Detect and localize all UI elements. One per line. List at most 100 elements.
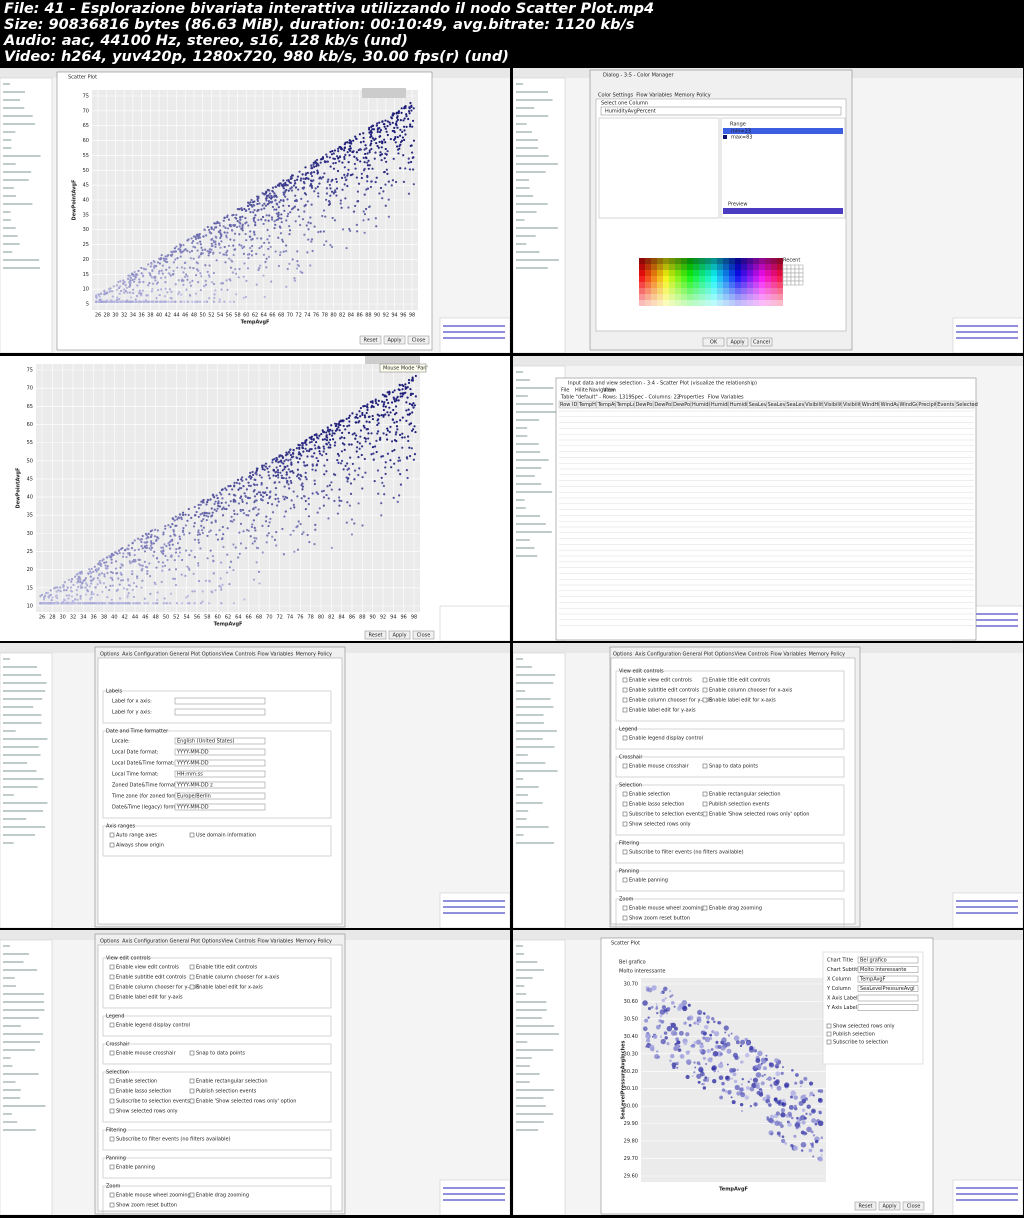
- checkbox[interactable]: [622, 849, 628, 855]
- checkbox[interactable]: [189, 964, 195, 970]
- checkbox[interactable]: [189, 1192, 195, 1198]
- input[interactable]: [174, 803, 266, 811]
- checkbox[interactable]: [189, 1050, 195, 1056]
- checkbox[interactable]: [109, 1136, 115, 1142]
- checkbox[interactable]: [622, 763, 628, 769]
- checkbox[interactable]: [109, 984, 115, 990]
- checkbox[interactable]: [622, 677, 628, 683]
- tab[interactable]: Table "default" - Rows: 1319: [560, 395, 632, 401]
- checkbox[interactable]: [109, 842, 115, 848]
- input[interactable]: [174, 737, 266, 745]
- checkbox[interactable]: [189, 1088, 195, 1094]
- checkbox[interactable]: [109, 1164, 115, 1170]
- input[interactable]: [857, 975, 919, 983]
- checkbox[interactable]: [622, 801, 628, 807]
- tab[interactable]: Properties: [679, 395, 705, 401]
- checkbox[interactable]: [702, 811, 708, 817]
- checkbox[interactable]: [826, 1031, 832, 1037]
- checkbox[interactable]: [109, 994, 115, 1000]
- tab[interactable]: General Plot Options: [683, 652, 735, 658]
- checkbox[interactable]: [109, 1050, 115, 1056]
- tab[interactable]: Flow Variables: [770, 652, 806, 658]
- tab[interactable]: Spec - Columns: 22: [631, 395, 680, 401]
- tab[interactable]: Memory Policy: [296, 939, 332, 945]
- checkbox[interactable]: [622, 905, 628, 911]
- button[interactable]: [407, 335, 430, 345]
- checkbox[interactable]: [109, 1078, 115, 1084]
- input[interactable]: [174, 781, 266, 789]
- checkbox[interactable]: [622, 821, 628, 827]
- tab[interactable]: Flow Variables: [257, 939, 293, 945]
- checkbox[interactable]: [702, 677, 708, 683]
- input[interactable]: [174, 708, 266, 716]
- input[interactable]: [857, 1004, 919, 1011]
- tab[interactable]: General Plot Options: [170, 939, 222, 945]
- tab[interactable]: Memory Policy: [296, 652, 332, 658]
- checkbox[interactable]: [622, 735, 628, 741]
- checkbox[interactable]: [109, 1098, 115, 1104]
- button[interactable]: [412, 630, 435, 640]
- tab[interactable]: View Controls: [222, 652, 257, 658]
- tab[interactable]: Options: [100, 652, 120, 658]
- tab[interactable]: Color Settings: [598, 93, 634, 99]
- checkbox[interactable]: [622, 877, 628, 883]
- checkbox[interactable]: [189, 984, 195, 990]
- checkbox[interactable]: [189, 1098, 195, 1104]
- checkbox[interactable]: [826, 1023, 832, 1029]
- checkbox[interactable]: [189, 974, 195, 980]
- button[interactable]: [902, 1201, 925, 1211]
- button[interactable]: [726, 337, 749, 347]
- checkbox[interactable]: [109, 974, 115, 980]
- input[interactable]: [857, 956, 919, 964]
- button[interactable]: [750, 337, 773, 347]
- checkbox[interactable]: [622, 791, 628, 797]
- tab[interactable]: Axis Configuration: [635, 652, 681, 658]
- checkbox[interactable]: [189, 832, 195, 838]
- checkbox[interactable]: [109, 1202, 115, 1208]
- checkbox[interactable]: [109, 1022, 115, 1028]
- tab[interactable]: View Controls: [222, 939, 257, 945]
- tab[interactable]: Axis Configuration: [122, 939, 168, 945]
- button[interactable]: [364, 630, 387, 640]
- tab[interactable]: Axis Configuration: [122, 652, 168, 658]
- checkbox[interactable]: [109, 964, 115, 970]
- checkbox[interactable]: [702, 763, 708, 769]
- checkbox[interactable]: [622, 915, 628, 921]
- checkbox[interactable]: [622, 687, 628, 693]
- tab[interactable]: Memory Policy: [674, 93, 710, 99]
- checkbox[interactable]: [189, 1078, 195, 1084]
- button[interactable]: [702, 337, 725, 347]
- checkbox[interactable]: [622, 707, 628, 713]
- checkbox[interactable]: [702, 905, 708, 911]
- tab[interactable]: Flow Variables: [636, 93, 672, 99]
- checkbox[interactable]: [109, 832, 115, 838]
- checkbox[interactable]: [702, 791, 708, 797]
- input[interactable]: [174, 697, 266, 705]
- tab[interactable]: Flow Variables: [708, 395, 744, 401]
- tab[interactable]: Options: [100, 939, 120, 945]
- input[interactable]: [857, 985, 919, 992]
- checkbox[interactable]: [109, 1088, 115, 1094]
- input[interactable]: [174, 792, 266, 800]
- checkbox[interactable]: [109, 1108, 115, 1114]
- input[interactable]: [174, 770, 266, 778]
- checkbox[interactable]: [622, 811, 628, 817]
- checkbox[interactable]: [622, 697, 628, 703]
- tab[interactable]: General Plot Options: [170, 652, 222, 658]
- button[interactable]: [854, 1201, 877, 1211]
- checkbox[interactable]: [702, 697, 708, 703]
- button[interactable]: [388, 630, 411, 640]
- tab[interactable]: Memory Policy: [809, 652, 845, 658]
- tab[interactable]: Options: [613, 652, 633, 658]
- button[interactable]: [359, 335, 382, 345]
- tab[interactable]: View Controls: [735, 652, 770, 658]
- input[interactable]: [174, 759, 266, 767]
- input[interactable]: [857, 994, 919, 1002]
- button[interactable]: [878, 1201, 901, 1211]
- input[interactable]: [857, 966, 919, 973]
- checkbox[interactable]: [702, 687, 708, 693]
- tab[interactable]: Flow Variables: [257, 652, 293, 658]
- checkbox[interactable]: [702, 801, 708, 807]
- input[interactable]: [174, 748, 266, 756]
- checkbox[interactable]: [109, 1192, 115, 1198]
